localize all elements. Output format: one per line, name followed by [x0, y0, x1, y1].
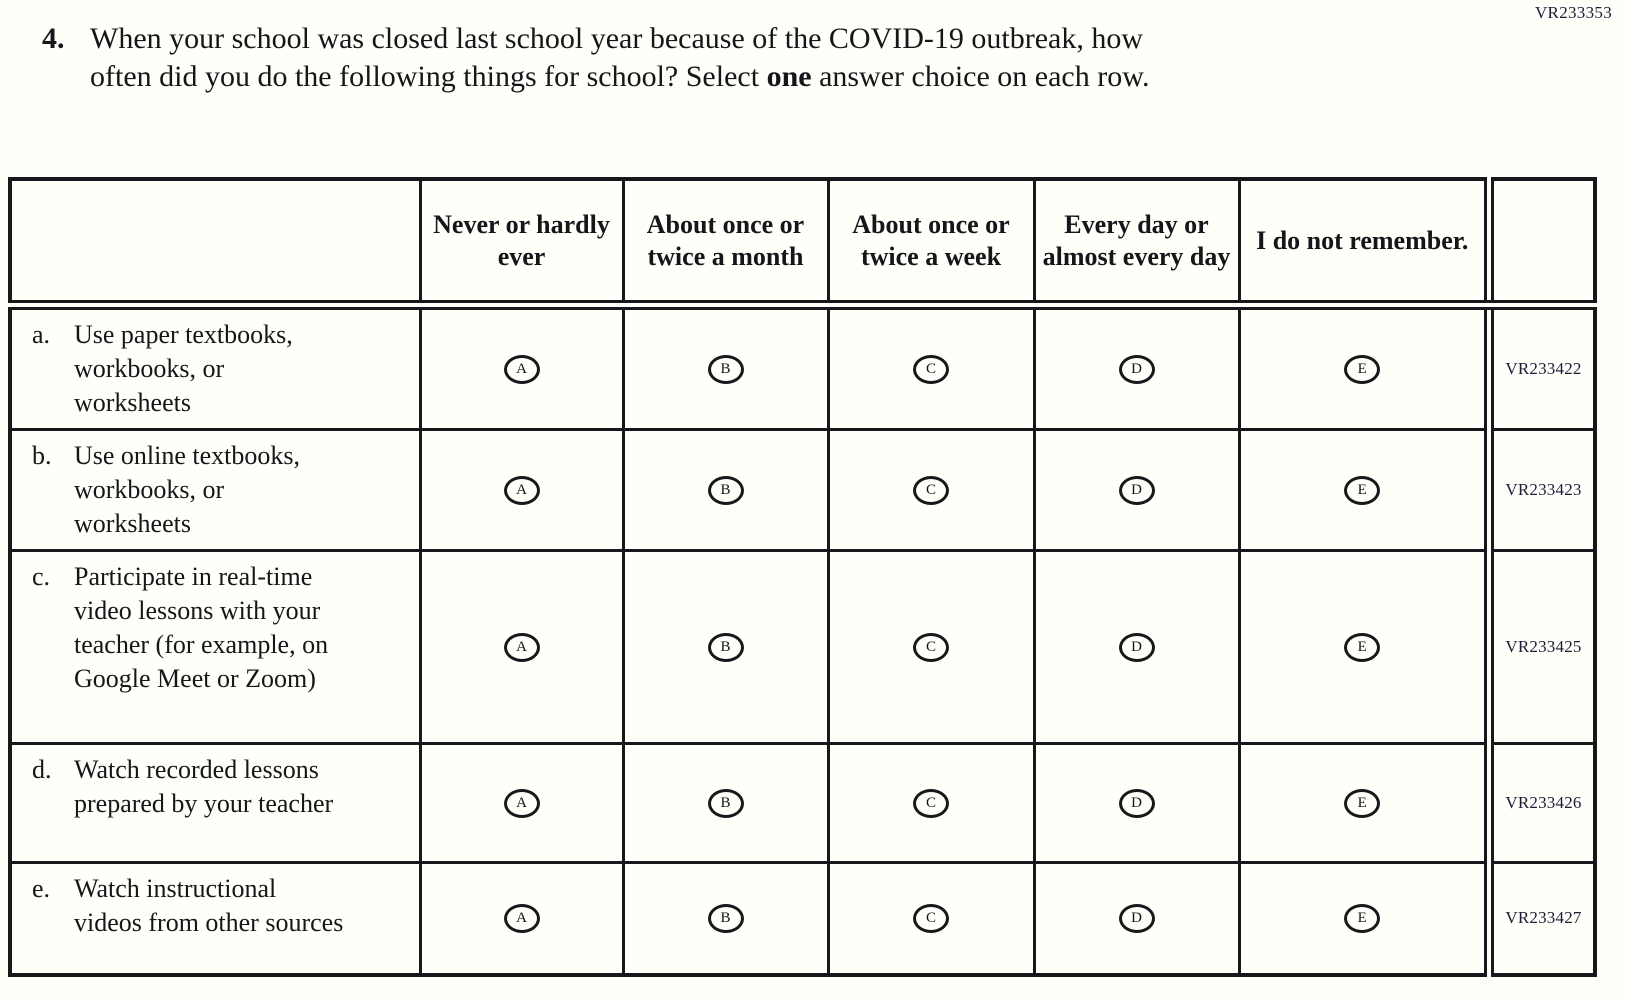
- answer-table-header: Never or hardly ever About once or twice…: [8, 177, 1597, 310]
- row-item: e. Watch instructional videos from other …: [32, 872, 411, 940]
- row-item-code: VR233427: [1484, 861, 1597, 976]
- answer-cell: A: [418, 549, 625, 745]
- answer-cell: E: [1237, 303, 1491, 431]
- option-bubble-e[interactable]: E: [1344, 788, 1381, 818]
- option-bubble-a[interactable]: A: [503, 903, 540, 933]
- option-bubble-b[interactable]: B: [707, 788, 744, 818]
- option-bubble-b[interactable]: B: [707, 632, 744, 662]
- row-item-letter: c.: [32, 562, 51, 591]
- option-bubble-c[interactable]: C: [913, 475, 949, 505]
- option-bubble-e[interactable]: E: [1344, 475, 1381, 505]
- option-bubble-e[interactable]: E: [1344, 354, 1381, 384]
- header-col-once-month: About once or twice a month: [621, 177, 830, 310]
- header-col-never: Never or hardly ever: [418, 177, 625, 310]
- option-bubble-a[interactable]: A: [503, 632, 540, 662]
- header-col-every-day: Every day or almost every day: [1032, 177, 1241, 310]
- table-row-e: e. Watch instructional videos from other …: [8, 861, 1597, 976]
- question-number: 4.: [42, 22, 65, 55]
- row-item-cell: a. Use paper textbooks, workbooks, or wor…: [8, 303, 422, 431]
- row-item-cell: d. Watch recorded lessons prepared by you…: [8, 742, 422, 864]
- option-bubble-e[interactable]: E: [1344, 632, 1381, 662]
- option-bubble-c[interactable]: C: [913, 354, 949, 384]
- table-row-a: a. Use paper textbooks, workbooks, or wor…: [8, 303, 1597, 431]
- row-item-letter: b.: [32, 441, 52, 470]
- answer-cell: E: [1237, 549, 1491, 745]
- answer-cell: A: [418, 303, 625, 431]
- row-item-text: Participate in real-time video lessons w…: [74, 562, 329, 693]
- option-bubble-b[interactable]: B: [707, 903, 744, 933]
- option-bubble-a[interactable]: A: [503, 354, 540, 384]
- row-item-text: Watch instructional videos from other so…: [74, 874, 344, 937]
- row-item-cell: c. Participate in real-time video lessons…: [8, 549, 422, 745]
- answer-cell: C: [826, 861, 1036, 976]
- row-item-code: VR233423: [1484, 428, 1597, 552]
- question-block: 4. When your school was closed last scho…: [42, 20, 1165, 96]
- question-text-before: When your school was closed last school …: [90, 22, 1144, 93]
- row-item-letter: d.: [32, 755, 52, 784]
- answer-matrix-table: Never or hardly ever About once or twice…: [8, 177, 1597, 977]
- row-item: c. Participate in real-time video lessons…: [32, 560, 411, 696]
- answer-cell: E: [1237, 428, 1491, 552]
- option-bubble-d[interactable]: D: [1118, 788, 1155, 818]
- answer-cell: D: [1032, 428, 1241, 552]
- answer-cell: D: [1032, 742, 1241, 864]
- table-row-b: b. Use online textbooks, workbooks, or wo…: [8, 428, 1597, 552]
- answer-cell: B: [621, 428, 830, 552]
- answer-cell: C: [826, 549, 1036, 745]
- header-col-not-remember: I do not remember.: [1237, 177, 1491, 310]
- answer-cell: C: [826, 428, 1036, 552]
- question-text: When your school was closed last school …: [90, 20, 1165, 96]
- answer-cell: B: [621, 861, 830, 976]
- option-bubble-a[interactable]: A: [503, 475, 540, 505]
- question-text-bold: one: [766, 60, 812, 93]
- table-row-c: c. Participate in real-time video lessons…: [8, 549, 1597, 745]
- answer-cell: B: [621, 742, 830, 864]
- header-empty-cell: [8, 177, 422, 310]
- option-bubble-c[interactable]: C: [913, 632, 949, 662]
- answer-cell: C: [826, 303, 1036, 431]
- table-row-d: d. Watch recorded lessons prepared by you…: [8, 742, 1597, 864]
- option-bubble-a[interactable]: A: [503, 788, 540, 818]
- row-item-letter: a.: [32, 320, 51, 349]
- answer-cell: E: [1237, 861, 1491, 976]
- answer-cell: A: [418, 428, 625, 552]
- option-bubble-d[interactable]: D: [1118, 475, 1155, 505]
- row-item: b. Use online textbooks, workbooks, or wo…: [32, 439, 411, 541]
- header-col-once-week: About once or twice a week: [826, 177, 1036, 310]
- answer-cell: D: [1032, 303, 1241, 431]
- header-code-cell: [1484, 177, 1597, 310]
- row-item-cell: b. Use online textbooks, workbooks, or wo…: [8, 428, 422, 552]
- option-bubble-c[interactable]: C: [913, 788, 949, 818]
- answer-cell: D: [1032, 861, 1241, 976]
- row-item-text: Use paper textbooks, workbooks, or works…: [74, 320, 293, 417]
- answer-cell: C: [826, 742, 1036, 864]
- answer-cell: E: [1237, 742, 1491, 864]
- row-item-cell: e. Watch instructional videos from other …: [8, 861, 422, 976]
- row-item-code: VR233426: [1484, 742, 1597, 864]
- option-bubble-b[interactable]: B: [707, 475, 744, 505]
- answer-table-body: a. Use paper textbooks, workbooks, or wor…: [8, 303, 1597, 976]
- option-bubble-e[interactable]: E: [1344, 903, 1381, 933]
- row-item: a. Use paper textbooks, workbooks, or wor…: [32, 318, 411, 420]
- answer-cell: A: [418, 861, 625, 976]
- answer-cell: D: [1032, 549, 1241, 745]
- option-bubble-d[interactable]: D: [1118, 354, 1155, 384]
- answer-cell: B: [621, 303, 830, 431]
- answer-cell: B: [621, 549, 830, 745]
- row-item-letter: e.: [32, 874, 51, 903]
- question-text-after: answer choice on each row.: [811, 60, 1150, 93]
- answer-cell: A: [418, 742, 625, 864]
- row-item-text: Watch recorded lessons prepared by your …: [74, 755, 334, 818]
- option-bubble-d[interactable]: D: [1118, 632, 1155, 662]
- page-item-code: VR233353: [1534, 3, 1612, 22]
- row-item-code: VR233422: [1484, 303, 1597, 431]
- option-bubble-d[interactable]: D: [1118, 903, 1155, 933]
- row-item: d. Watch recorded lessons prepared by you…: [32, 753, 411, 821]
- option-bubble-c[interactable]: C: [913, 903, 949, 933]
- header-row: Never or hardly ever About once or twice…: [8, 177, 1597, 310]
- row-item-code: VR233425: [1484, 549, 1597, 745]
- option-bubble-b[interactable]: B: [707, 354, 744, 384]
- row-item-text: Use online textbooks, workbooks, or work…: [74, 441, 301, 538]
